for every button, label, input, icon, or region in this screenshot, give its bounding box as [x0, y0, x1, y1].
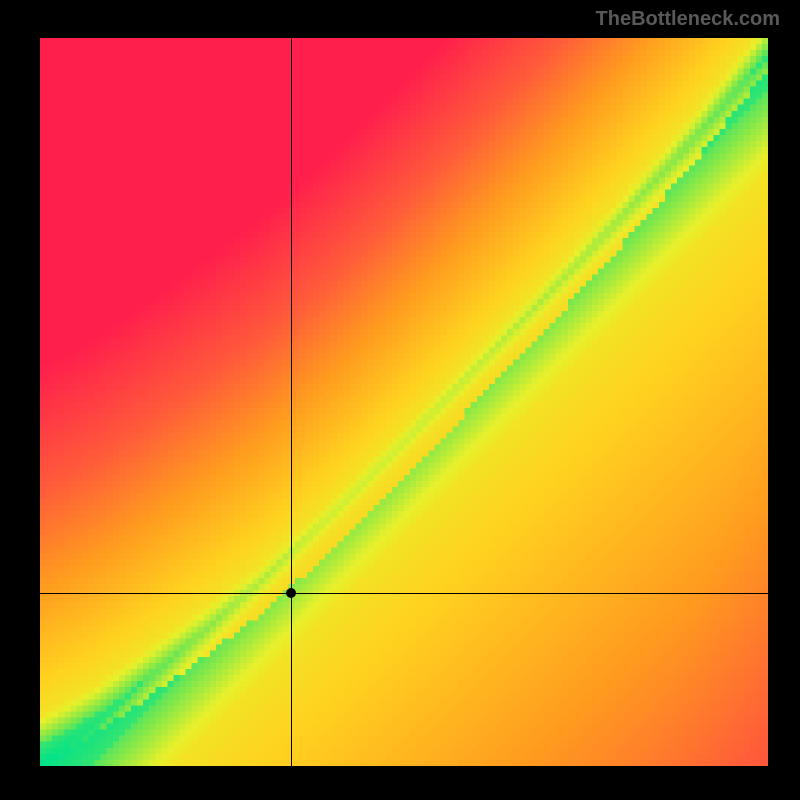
watermark-text: TheBottleneck.com [596, 8, 780, 31]
heatmap-plot [40, 38, 768, 766]
crosshair-marker-dot [286, 588, 296, 598]
crosshair-vertical [291, 38, 292, 766]
heatmap-canvas [40, 38, 768, 766]
crosshair-horizontal [40, 593, 768, 594]
